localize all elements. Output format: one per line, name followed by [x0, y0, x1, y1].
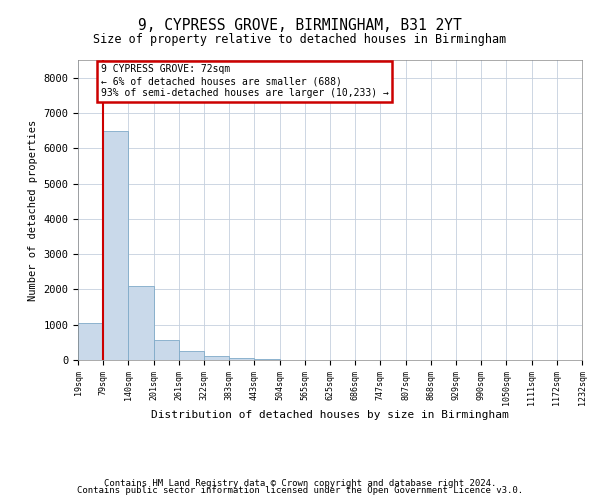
- Bar: [204, 356, 229, 360]
- Bar: [128, 286, 154, 360]
- Bar: [229, 358, 254, 360]
- Text: Size of property relative to detached houses in Birmingham: Size of property relative to detached ho…: [94, 32, 506, 46]
- Y-axis label: Number of detached properties: Number of detached properties: [28, 120, 38, 300]
- Bar: [78, 323, 103, 360]
- Text: Contains public sector information licensed under the Open Government Licence v3: Contains public sector information licen…: [77, 486, 523, 495]
- Text: 9, CYPRESS GROVE, BIRMINGHAM, B31 2YT: 9, CYPRESS GROVE, BIRMINGHAM, B31 2YT: [138, 18, 462, 32]
- Bar: [179, 351, 204, 360]
- Bar: [254, 359, 280, 360]
- Text: 9 CYPRESS GROVE: 72sqm
← 6% of detached houses are smaller (688)
93% of semi-det: 9 CYPRESS GROVE: 72sqm ← 6% of detached …: [101, 64, 389, 98]
- X-axis label: Distribution of detached houses by size in Birmingham: Distribution of detached houses by size …: [151, 410, 509, 420]
- Bar: [103, 130, 128, 360]
- Text: Contains HM Land Registry data © Crown copyright and database right 2024.: Contains HM Land Registry data © Crown c…: [104, 478, 496, 488]
- Bar: [154, 340, 179, 360]
